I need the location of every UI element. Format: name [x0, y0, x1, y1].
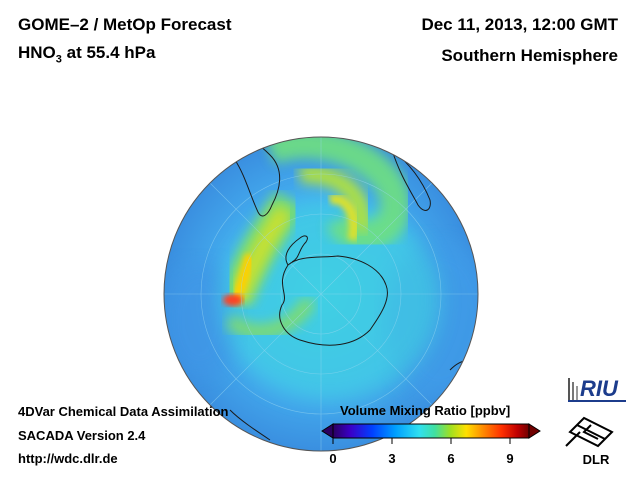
colorbar-tick: 3 [388, 451, 396, 466]
species-prefix: HNO [18, 43, 56, 62]
colorbar [321, 423, 541, 444]
footer-line-2: SACADA Version 2.4 [18, 428, 146, 443]
dlr-logo-text: DLR [583, 452, 610, 467]
species-level-title: HNO3 at 55.4 hPa [18, 43, 155, 65]
dlr-logo: DLR [565, 416, 614, 467]
colorbar-tick: 0 [329, 451, 337, 466]
riu-logo: RIU [568, 376, 626, 402]
product-title: GOME–2 / MetOp Forecast [18, 15, 232, 34]
species-subscript: 3 [55, 53, 62, 66]
colorbar-tick: 6 [447, 451, 455, 466]
forecast-date: Dec 11, 2013, 12:00 GMT [421, 15, 618, 34]
region-label: Southern Hemisphere [441, 46, 618, 65]
colorbar-tick: 9 [506, 451, 514, 466]
globe-field [164, 137, 478, 451]
level-text: at 55.4 hPa [61, 43, 156, 62]
globe-outline [163, 136, 479, 452]
footer-url: http://wdc.dlr.de [18, 451, 118, 466]
colorbar-title: Volume Mixing Ratio [ppbv] [340, 403, 511, 418]
footer-line-1: 4DVar Chemical Data Assimilation [18, 404, 229, 419]
graticule [164, 137, 478, 451]
riu-logo-text: RIU [580, 376, 619, 401]
